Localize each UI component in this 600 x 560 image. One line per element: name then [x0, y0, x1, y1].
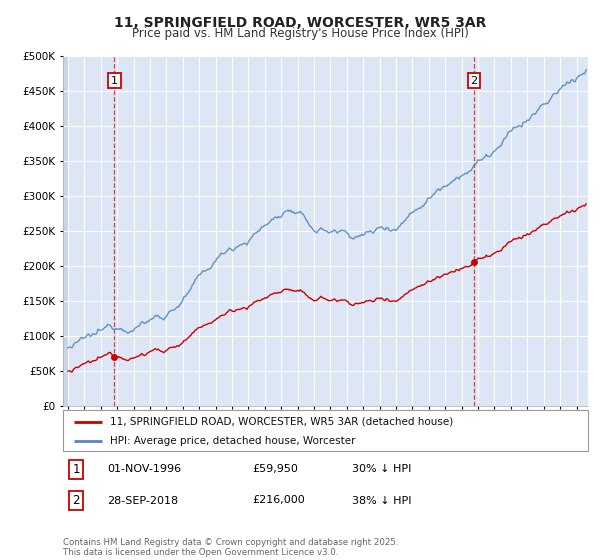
FancyBboxPatch shape: [63, 410, 588, 451]
Text: £216,000: £216,000: [252, 496, 305, 506]
Text: 28-SEP-2018: 28-SEP-2018: [107, 496, 179, 506]
Text: £59,950: £59,950: [252, 464, 298, 474]
Text: 1: 1: [111, 76, 118, 86]
Text: 1: 1: [73, 463, 80, 476]
Text: 11, SPRINGFIELD ROAD, WORCESTER, WR5 3AR (detached house): 11, SPRINGFIELD ROAD, WORCESTER, WR5 3AR…: [110, 417, 454, 427]
Text: 2: 2: [470, 76, 478, 86]
Text: 11, SPRINGFIELD ROAD, WORCESTER, WR5 3AR: 11, SPRINGFIELD ROAD, WORCESTER, WR5 3AR: [114, 16, 486, 30]
Text: Contains HM Land Registry data © Crown copyright and database right 2025.
This d: Contains HM Land Registry data © Crown c…: [63, 538, 398, 557]
Text: 38% ↓ HPI: 38% ↓ HPI: [352, 496, 411, 506]
Text: 30% ↓ HPI: 30% ↓ HPI: [352, 464, 411, 474]
Text: HPI: Average price, detached house, Worcester: HPI: Average price, detached house, Worc…: [110, 436, 356, 446]
Text: Price paid vs. HM Land Registry's House Price Index (HPI): Price paid vs. HM Land Registry's House …: [131, 27, 469, 40]
Text: 2: 2: [73, 494, 80, 507]
Bar: [60, 56, 68, 406]
Text: 01-NOV-1996: 01-NOV-1996: [107, 464, 182, 474]
